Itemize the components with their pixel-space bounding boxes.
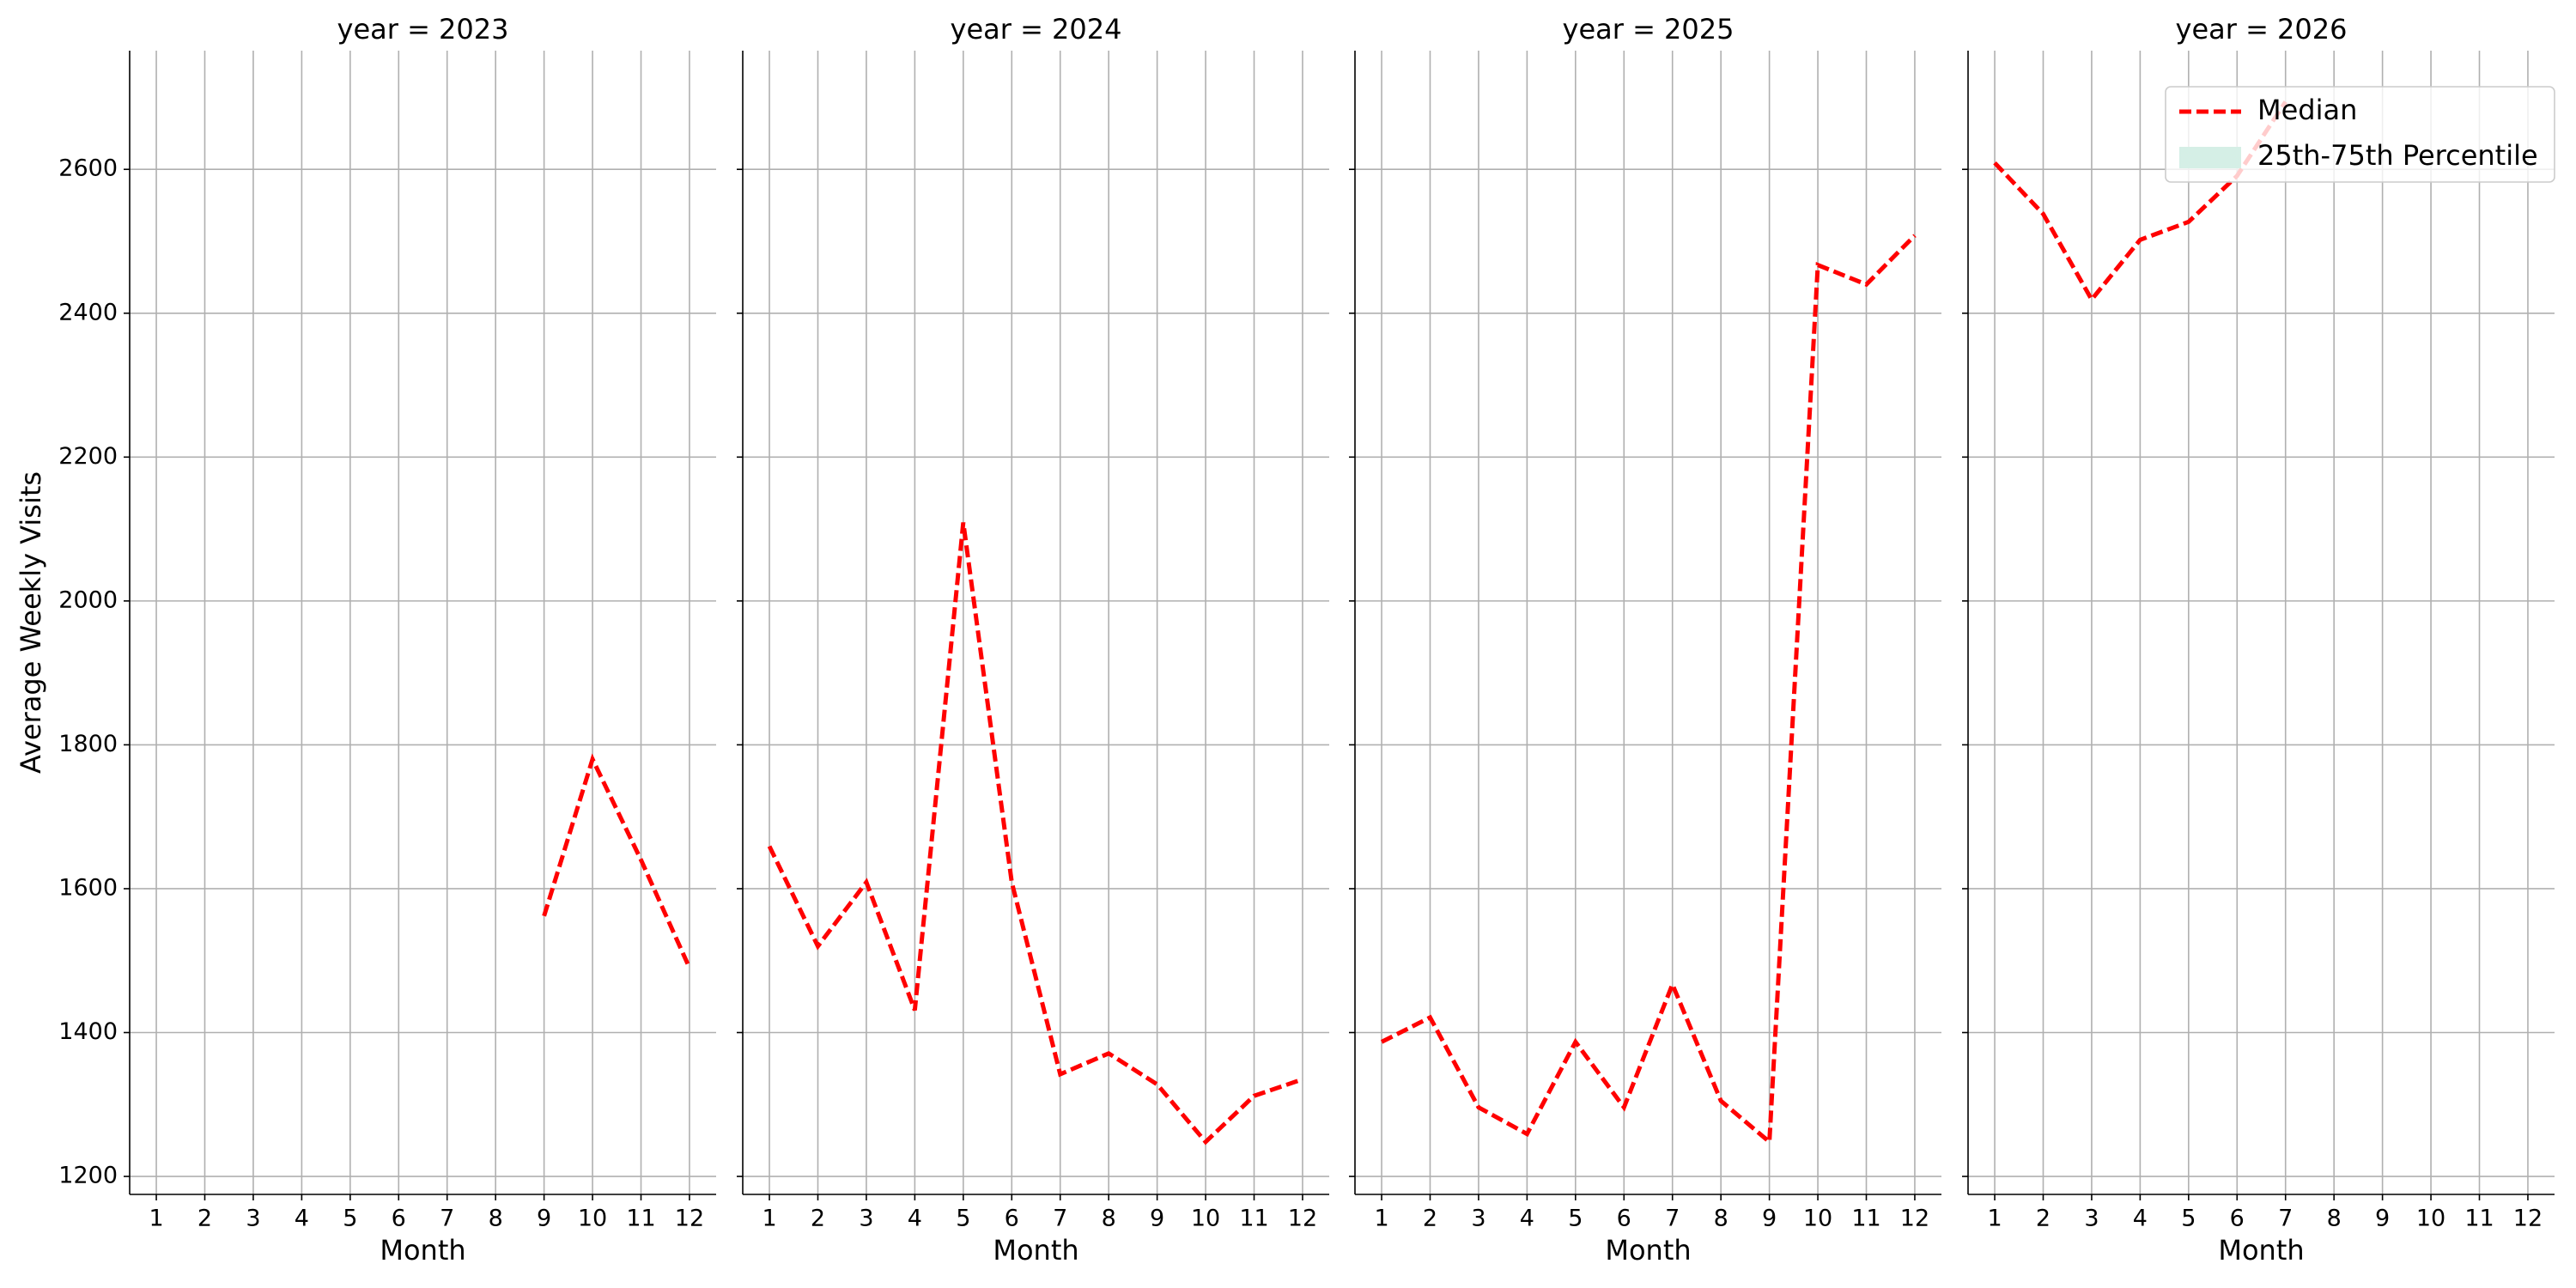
x-tick-label: 2 xyxy=(1423,1206,1437,1232)
x-axis-label: Month xyxy=(2218,1234,2304,1267)
panel-title: year = 2025 xyxy=(1563,13,1735,46)
x-tick-label: 1 xyxy=(762,1206,776,1232)
x-tick-label: 1 xyxy=(1374,1206,1388,1232)
x-tick-label: 10 xyxy=(1803,1206,1832,1232)
x-tick-label: 7 xyxy=(2278,1206,2293,1232)
x-tick-label: 4 xyxy=(1520,1206,1534,1232)
x-tick-label: 12 xyxy=(2513,1206,2543,1232)
x-tick-label: 3 xyxy=(2084,1206,2099,1232)
x-tick-label: 9 xyxy=(1762,1206,1777,1232)
y-axis-label: Average Weekly Visits xyxy=(15,471,47,774)
x-tick-label: 12 xyxy=(1288,1206,1317,1232)
x-tick-label: 11 xyxy=(1851,1206,1880,1232)
x-tick-label: 8 xyxy=(2327,1206,2342,1232)
x-tick-label: 3 xyxy=(1471,1206,1485,1232)
median-line xyxy=(767,522,1303,1145)
x-tick-label: 10 xyxy=(578,1206,607,1232)
x-tick-label: 10 xyxy=(1191,1206,1220,1232)
x-tick-label: 6 xyxy=(1617,1206,1631,1232)
x-tick-label: 8 xyxy=(489,1206,503,1232)
x-tick-label: 6 xyxy=(392,1206,406,1232)
x-tick-label: 8 xyxy=(1102,1206,1116,1232)
x-tick-label: 11 xyxy=(2464,1206,2494,1232)
x-tick-label: 12 xyxy=(675,1206,704,1232)
panel-title: year = 2026 xyxy=(2176,13,2348,46)
x-axis-label: Month xyxy=(993,1234,1078,1267)
x-tick-label: 5 xyxy=(343,1206,357,1232)
x-tick-label: 2 xyxy=(811,1206,825,1232)
median-line xyxy=(542,753,692,969)
y-tick-label: 2600 xyxy=(58,155,118,182)
x-tick-label: 11 xyxy=(626,1206,655,1232)
legend-patch xyxy=(2179,147,2241,168)
y-tick-label: 1400 xyxy=(58,1018,118,1045)
panel-title: year = 2024 xyxy=(951,13,1122,46)
x-tick-label: 6 xyxy=(2230,1206,2245,1232)
x-tick-label: 9 xyxy=(2375,1206,2390,1232)
x-tick-label: 7 xyxy=(1053,1206,1067,1232)
x-tick-label: 7 xyxy=(1665,1206,1680,1232)
legend-label: Median xyxy=(2257,94,2357,126)
x-axis-label: Month xyxy=(1605,1234,1691,1267)
y-tick-label: 1600 xyxy=(58,874,118,901)
x-tick-label: 9 xyxy=(1150,1206,1164,1232)
panel-title: year = 2023 xyxy=(337,13,509,46)
x-tick-label: 5 xyxy=(2181,1206,2196,1232)
y-tick-label: 1800 xyxy=(58,731,118,757)
x-tick-label: 7 xyxy=(440,1206,454,1232)
x-tick-label: 5 xyxy=(1568,1206,1583,1232)
x-tick-label: 9 xyxy=(537,1206,551,1232)
x-tick-label: 3 xyxy=(246,1206,260,1232)
x-tick-label: 1 xyxy=(149,1206,163,1232)
median-line xyxy=(1380,234,1917,1147)
legend-label: 25th-75th Percentile xyxy=(2257,139,2538,172)
x-tick-label: 12 xyxy=(1900,1206,1929,1232)
y-tick-label: 1200 xyxy=(58,1163,118,1189)
x-tick-label: 2 xyxy=(2036,1206,2050,1232)
x-tick-label: 5 xyxy=(956,1206,970,1232)
y-tick-label: 2400 xyxy=(58,299,118,325)
y-tick-label: 2200 xyxy=(58,443,118,470)
x-tick-label: 2 xyxy=(197,1206,212,1232)
y-tick-label: 2000 xyxy=(58,586,118,613)
x-tick-label: 4 xyxy=(908,1206,922,1232)
x-tick-label: 1 xyxy=(1987,1206,2002,1232)
x-tick-label: 4 xyxy=(2133,1206,2148,1232)
x-tick-label: 11 xyxy=(1239,1206,1268,1232)
legend-box xyxy=(2165,86,2555,183)
x-axis-label: Month xyxy=(380,1234,465,1267)
x-tick-label: 10 xyxy=(2416,1206,2445,1232)
x-tick-label: 3 xyxy=(859,1206,873,1232)
x-tick-label: 8 xyxy=(1714,1206,1728,1232)
x-tick-label: 4 xyxy=(295,1206,309,1232)
x-tick-label: 6 xyxy=(1005,1206,1019,1232)
